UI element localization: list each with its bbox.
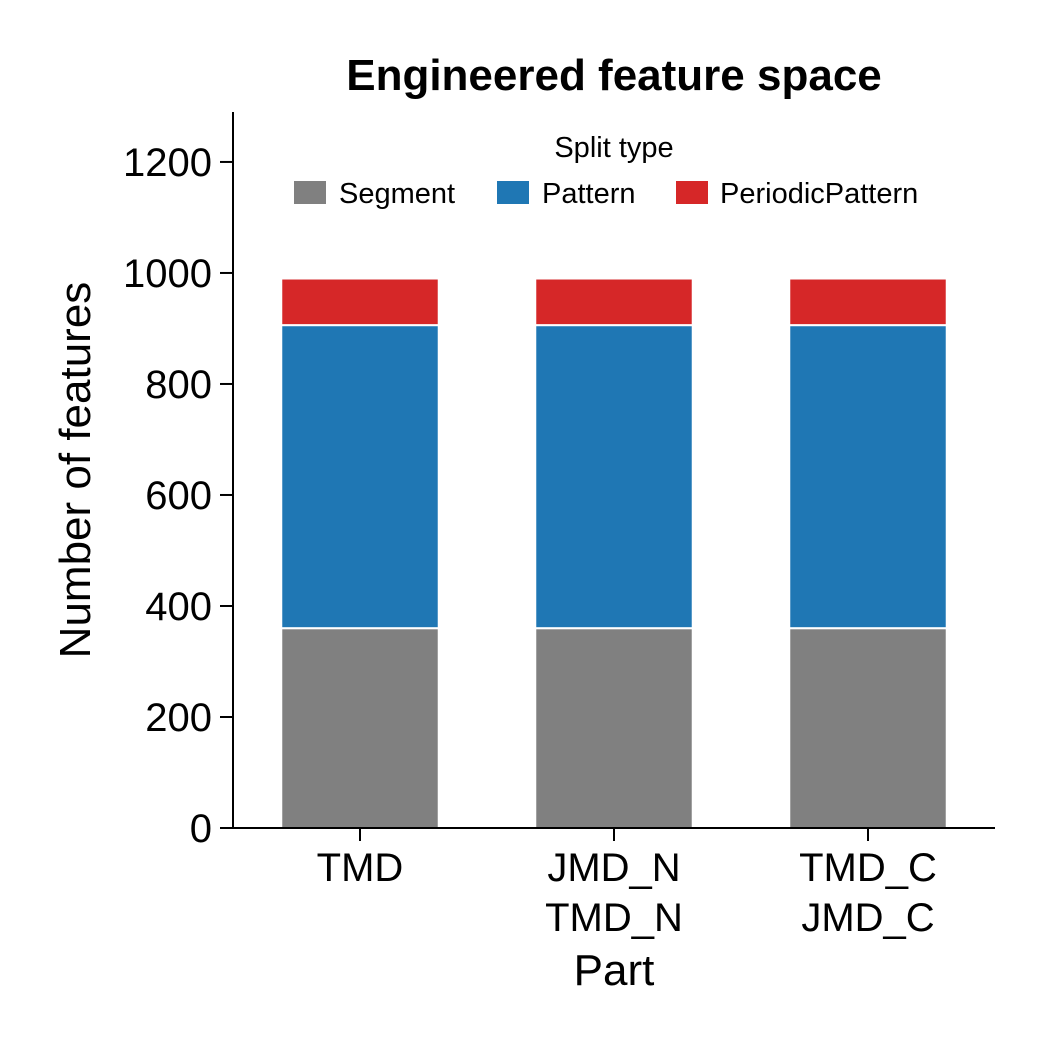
x-tick-label-2-1: JMD_C (801, 896, 934, 940)
legend-label-periodicpattern: PeriodicPattern (720, 178, 918, 210)
x-tick-label-1-0: JMD_N (547, 846, 680, 890)
bar-pattern-2 (788, 324, 948, 630)
y-tick-label-800: 800 (145, 363, 212, 407)
legend-title: Split type (554, 132, 673, 164)
x-tick-label-0-0: TMD (317, 846, 404, 890)
legend: Split type Segment Pattern PeriodicPattern (294, 132, 918, 210)
legend-swatch-pattern (497, 181, 529, 204)
bar-periodicpattern-2 (788, 277, 948, 327)
y-tick-label-200: 200 (145, 696, 212, 740)
y-tick-label-600: 600 (145, 474, 212, 518)
bar-segment-2 (788, 627, 948, 829)
bar-periodicpattern-1 (534, 277, 694, 327)
legend-swatch-segment (294, 181, 326, 204)
legend-label-segment: Segment (339, 178, 455, 210)
y-ticks-group: 0 200 400 600 800 1000 1200 (123, 141, 233, 851)
bar-pattern-0 (280, 324, 440, 630)
y-tick-label-400: 400 (145, 585, 212, 629)
bar-periodicpattern-0 (280, 277, 440, 327)
legend-label-pattern: Pattern (542, 178, 636, 210)
y-tick-label-1200: 1200 (123, 141, 212, 185)
y-tick-label-1000: 1000 (123, 252, 212, 296)
x-tick-label-1-1: TMD_N (545, 896, 683, 940)
x-axis-label: Part (574, 946, 655, 995)
chart-title: Engineered feature space (346, 51, 882, 100)
legend-swatch-periodicpattern (676, 181, 708, 204)
bar-segment-1 (534, 627, 694, 829)
y-tick-label-0: 0 (190, 807, 212, 851)
y-axis-label: Number of features (51, 282, 100, 659)
bar-segment-0 (280, 627, 440, 829)
bar-pattern-1 (534, 324, 694, 630)
bars-group (280, 277, 948, 829)
x-tick-label-2-0: TMD_C (799, 846, 937, 890)
x-ticks-group: TMD JMD_N TMD_N TMD_C JMD_C (317, 828, 937, 940)
